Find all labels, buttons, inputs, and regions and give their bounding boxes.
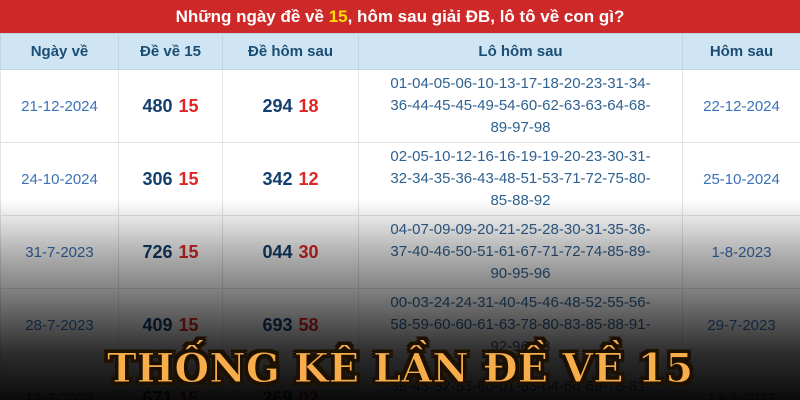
table-row: 24-10-2024 306 15 342 12 02-05-10-12-16-16… — [0, 142, 800, 216]
table-row: 31-7-2023 726 15 044 30 04-07-09-09-20-21-… — [0, 215, 800, 289]
date-link[interactable]: 12-7-2023 — [0, 361, 119, 400]
lo-hom-sau-list: 04-07-09-09-20-21-25-28-30-31-35-36-37-4… — [358, 215, 683, 289]
de-ve-value: 306 15 — [118, 142, 223, 216]
next-de-number: 693 — [262, 314, 293, 335]
next-de-hit-number: 12 — [298, 168, 319, 189]
next-de-hit-number: 18 — [298, 95, 319, 116]
next-de-number: 269 — [262, 387, 293, 400]
de-hit-number: 15 — [178, 168, 199, 189]
next-date-link[interactable]: 22-12-2024 — [682, 69, 800, 143]
date-link[interactable]: 21-12-2024 — [0, 69, 119, 143]
de-hom-sau-value: 044 30 — [222, 215, 359, 289]
date-link[interactable]: 24-10-2024 — [0, 142, 119, 216]
de-hom-sau-value: 342 12 — [222, 142, 359, 216]
de-hit-number: 15 — [178, 314, 199, 335]
de-ve-value: 409 15 — [118, 288, 223, 362]
next-de-hit-number: 02 — [298, 387, 319, 400]
de-hit-number: 15 — [178, 387, 199, 400]
de-ve-value: 671 15 — [118, 361, 223, 400]
de-number: 726 — [142, 241, 173, 262]
col-header-hom-sau: Hôm sau — [682, 33, 800, 70]
next-de-number: 294 — [262, 95, 293, 116]
de-number: 480 — [142, 95, 173, 116]
next-de-number: 342 — [262, 168, 293, 189]
date-link[interactable]: 31-7-2023 — [0, 215, 119, 289]
date-link[interactable]: 28-7-2023 — [0, 288, 119, 362]
lo-hom-sau-list: 01-04-05-06-10-13-17-18-20-23-31-34-36-4… — [358, 69, 683, 143]
table-row: 21-12-2024 480 15 294 18 01-04-05-06-10-13… — [0, 69, 800, 143]
next-date-link[interactable]: 25-10-2024 — [682, 142, 800, 216]
next-date-link[interactable]: 13-7-2023 — [682, 361, 800, 400]
title-bar: Những ngày đề về 15, hôm sau giải ĐB, lô… — [0, 0, 800, 33]
lo-hom-sau-list: 02-05-10-12-16-16-19-19-20-23-30-31-32-3… — [358, 142, 683, 216]
next-date-link[interactable]: 29-7-2023 — [682, 288, 800, 362]
table-row: 12-7-2023 671 15 269 02 39-43-52-53-60-61-… — [0, 361, 800, 400]
next-de-hit-number: 58 — [298, 314, 319, 335]
page-title: Những ngày đề về 15, hôm sau giải ĐB, lô… — [176, 7, 625, 27]
page-title-prefix: Những ngày đề về — [175, 6, 329, 26]
next-de-hit-number: 30 — [298, 241, 319, 262]
stats-table: Ngày về Đề về 15 Đề hôm sau Lô hôm sau H… — [0, 33, 800, 400]
de-ve-value: 480 15 — [118, 69, 223, 143]
page-title-suffix: , hôm sau giải ĐB, lô tô về con gì? — [347, 6, 625, 26]
col-header-de-hom-sau: Đề hôm sau — [222, 33, 359, 70]
de-ve-value: 726 15 — [118, 215, 223, 289]
de-hit-number: 15 — [178, 241, 199, 262]
col-header-ngay-ve: Ngày về — [0, 33, 119, 70]
table-header-row: Ngày về Đề về 15 Đề hôm sau Lô hôm sau H… — [0, 33, 800, 70]
de-number: 671 — [142, 387, 173, 400]
de-number: 409 — [142, 314, 173, 335]
next-de-number: 044 — [262, 241, 293, 262]
col-header-lo-hom-sau: Lô hôm sau — [358, 33, 683, 70]
de-hit-number: 15 — [178, 95, 199, 116]
lo-hom-sau-list: 39-43-52-53-60-61-63-64-66-69-78-81-86-8… — [358, 361, 683, 400]
col-header-de-ve-15: Đề về 15 — [118, 33, 223, 70]
de-hom-sau-value: 693 58 — [222, 288, 359, 362]
de-number: 306 — [142, 168, 173, 189]
page-title-highlight: 15 — [328, 6, 348, 26]
de-hom-sau-value: 269 02 — [222, 361, 359, 400]
table-row: 28-7-2023 409 15 693 58 00-03-24-24-31-40-… — [0, 288, 800, 362]
de-hom-sau-value: 294 18 — [222, 69, 359, 143]
next-date-link[interactable]: 1-8-2023 — [682, 215, 800, 289]
lo-hom-sau-list: 00-03-24-24-31-40-45-46-48-52-55-56-58-5… — [358, 288, 683, 362]
